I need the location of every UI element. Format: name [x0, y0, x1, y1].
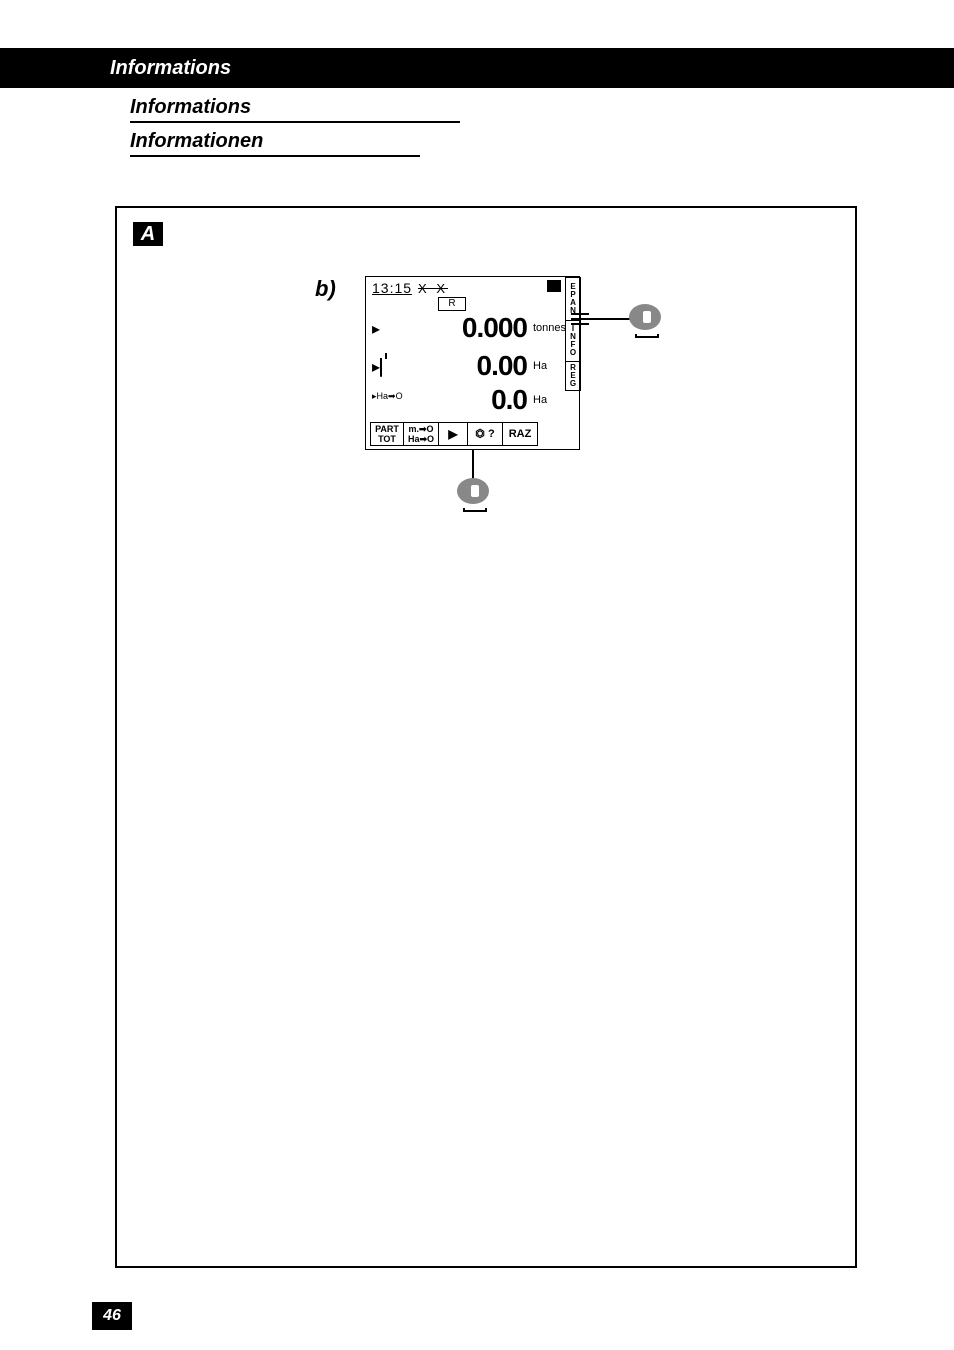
t3c3: G [570, 380, 576, 388]
subheader-2: Informationen [130, 130, 420, 157]
display-bottom-buttons: PART TOT m.➡O Ha➡O ▶ ⏣ ? RAZ [370, 422, 575, 446]
r-label-box: R [438, 297, 466, 311]
btn-question[interactable]: ⏣ ? [467, 422, 503, 446]
btn-play[interactable]: ▶ [438, 422, 468, 446]
touch-icon-right [629, 304, 663, 334]
row3-value: 0.0 [422, 384, 527, 416]
row1-value: 0.000 [422, 312, 527, 344]
side-tab-info[interactable]: I N F O [565, 320, 581, 362]
display-top-bar: 13:15 X X [372, 279, 572, 297]
subheader-1-text: Informations [130, 96, 251, 118]
display-xx: X X [418, 281, 448, 296]
btn-mo-hao[interactable]: m.➡O Ha➡O [403, 422, 439, 446]
row1-unit: tonnes [533, 322, 566, 334]
label-a: A [133, 222, 163, 246]
spread-icon: ▸ [372, 319, 402, 337]
pointer-line-right [571, 318, 631, 320]
pointer-line-down [472, 450, 474, 480]
row2-value: 0.00 [422, 350, 527, 382]
figure-box: A b) 13:15 X X R ▸ 0.000 tonnes ▸ 0.00 H… [115, 206, 857, 1268]
btn-mo-l2: Ha➡O [408, 434, 434, 444]
subheader-1: Informations [130, 96, 460, 123]
btn-part-l1: PART [375, 424, 399, 434]
btn-raz-text: RAZ [509, 429, 532, 439]
header-title: Informations [110, 57, 231, 80]
subheader-2-text: Informationen [130, 130, 263, 152]
display-row-1: ▸ 0.000 tonnes [372, 311, 570, 345]
btn-part-l2: TOT [378, 434, 396, 444]
btn-mo-l1: m.➡O [408, 424, 433, 434]
display-row-3: ▸Ha➡O 0.0 Ha [372, 383, 570, 417]
display-row-2: ▸ 0.00 Ha [372, 349, 570, 383]
header-bar: Informations [0, 48, 954, 88]
btn-play-icon: ▶ [448, 429, 457, 439]
btn-part-tot[interactable]: PART TOT [370, 422, 404, 446]
btn-q-text: ⏣ ? [475, 429, 494, 439]
row2-unit: Ha [533, 360, 547, 372]
touch-icon-bottom [457, 478, 491, 508]
tray-icon: ▸ [372, 357, 402, 375]
display-time: 13:15 [372, 280, 412, 296]
side-tab-reg[interactable]: R E G [565, 361, 581, 391]
page-number: 46 [92, 1302, 132, 1330]
sdcard-icon [547, 280, 561, 292]
row3-unit: Ha [533, 394, 547, 406]
display-panel: 13:15 X X R ▸ 0.000 tonnes ▸ 0.00 Ha ▸Ha… [365, 276, 580, 450]
hao-icon: ▸Ha➡O [372, 391, 402, 409]
btn-raz[interactable]: RAZ [502, 422, 538, 446]
label-b: b) [315, 276, 336, 302]
t2c4: O [570, 349, 576, 357]
